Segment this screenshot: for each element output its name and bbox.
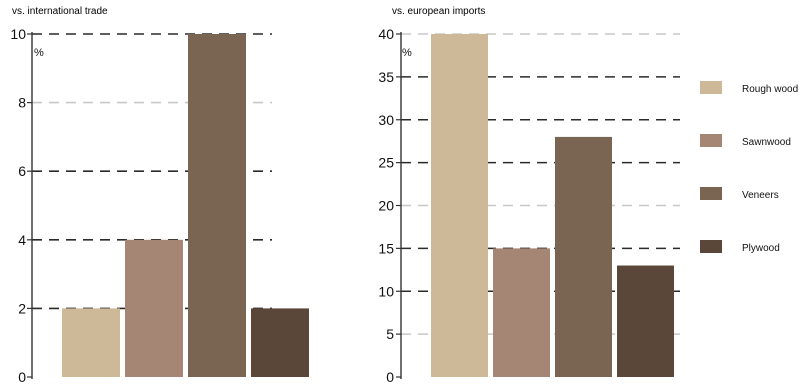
y-tick-label: 2: [18, 300, 26, 316]
chart-title: vs. international trade: [12, 6, 108, 17]
y-tick-label: 8: [18, 95, 26, 111]
y-tick-label: 10: [378, 283, 394, 299]
y-tick-label: 0: [18, 369, 26, 385]
y-tick-label: 5: [386, 326, 394, 342]
y-tick-label: 15: [378, 240, 394, 256]
chart-international-trade: vs. international trade % 0 2 4 6 8 10: [10, 6, 309, 385]
y-ticks: 0 2 4 6 8 10: [10, 26, 32, 385]
legend-label: Plywood: [742, 243, 780, 254]
legend-swatch: [700, 240, 722, 253]
bar-plywood: [617, 265, 674, 377]
bar-rough-wood: [62, 308, 120, 377]
y-tick-label: 20: [378, 198, 394, 214]
y-tick-label: 10: [10, 26, 26, 42]
y-ticks: 0 5 10 15 20 25 30 35 40: [378, 26, 401, 385]
bar-sawnwood: [125, 239, 183, 377]
bar-veneers: [555, 136, 612, 377]
bars: [62, 34, 309, 377]
y-tick-label: 25: [378, 155, 394, 171]
y-unit-label: %: [34, 47, 44, 59]
legend-swatch: [700, 134, 722, 147]
legend-label: Veneers: [742, 190, 779, 201]
legend-swatch: [700, 81, 722, 94]
chart-european-imports: vs. european imports % 0 5 10 15 20 25 30 35 40: [378, 6, 680, 385]
bar-sawnwood: [493, 248, 550, 377]
legend-swatch: [700, 187, 722, 200]
legend: Rough wood Sawnwood Veneers Plywood: [700, 81, 798, 254]
bar-plywood: [251, 308, 309, 377]
y-tick-label: 6: [18, 163, 26, 179]
y-unit-label: %: [402, 47, 412, 59]
y-tick-label: 35: [378, 69, 394, 85]
legend-label: Sawnwood: [742, 137, 791, 148]
bar-veneers: [188, 34, 246, 377]
y-tick-label: 40: [378, 26, 394, 42]
y-tick-label: 30: [378, 112, 394, 128]
bars: [431, 34, 674, 377]
legend-label: Rough wood: [742, 84, 798, 95]
y-tick-label: 0: [386, 369, 394, 385]
chart-title: vs. european imports: [392, 6, 485, 17]
bar-rough-wood: [431, 34, 488, 377]
y-tick-label: 4: [18, 232, 26, 248]
